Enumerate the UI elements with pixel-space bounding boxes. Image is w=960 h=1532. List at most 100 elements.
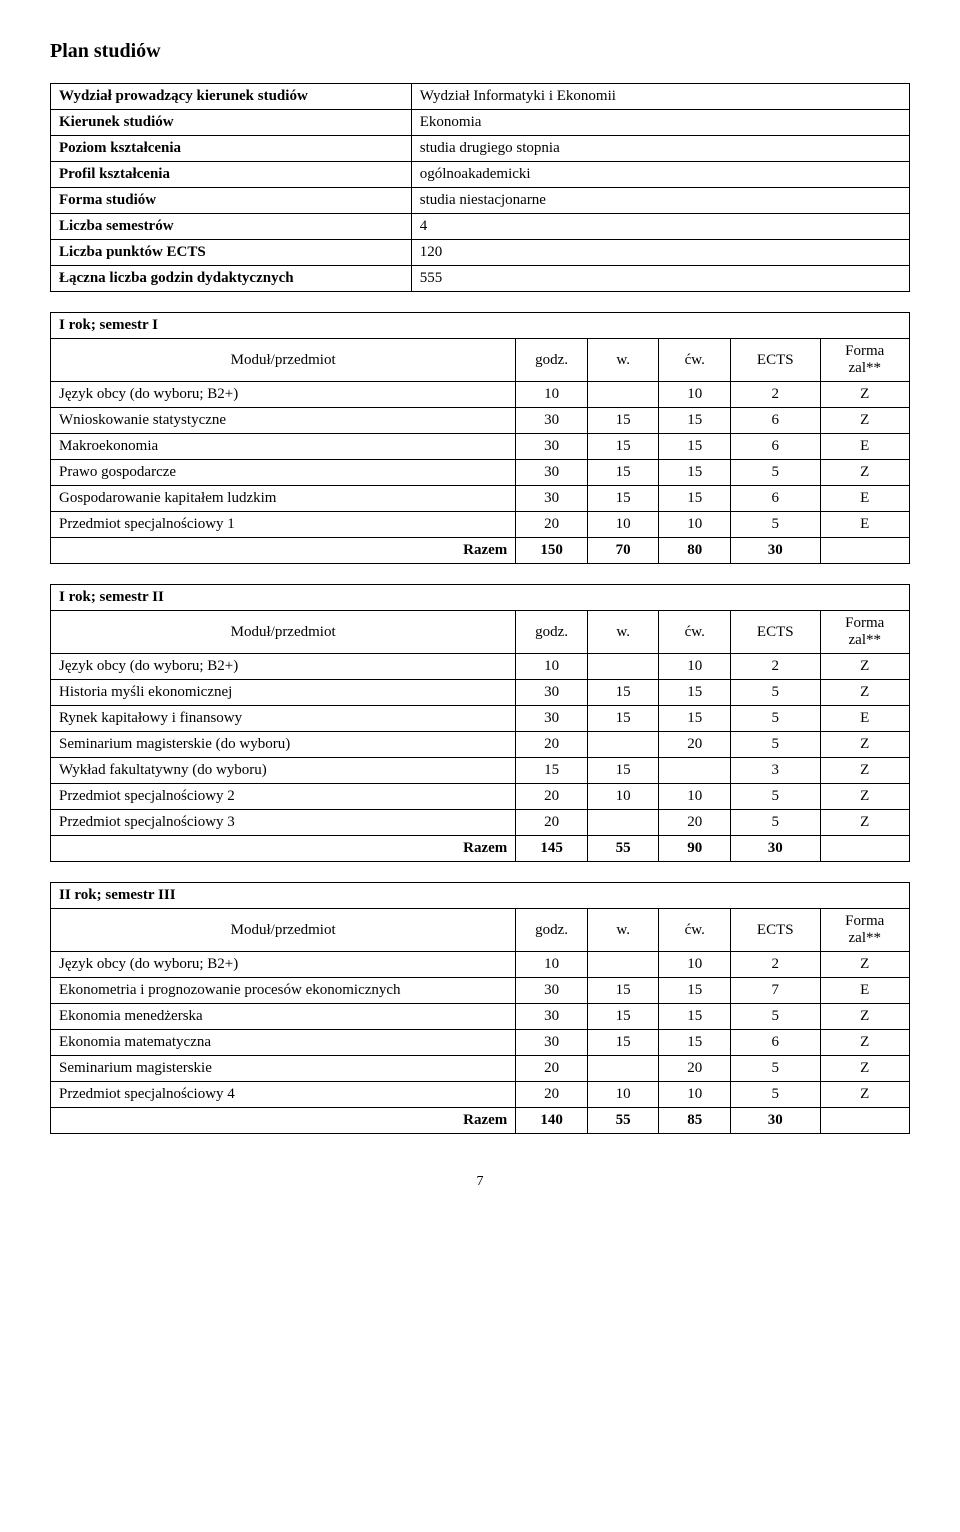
cell-w: 10	[587, 512, 659, 538]
module-name: Prawo gospodarcze	[51, 460, 516, 486]
cell-forma: Z	[820, 382, 910, 408]
cell-w: 10	[587, 784, 659, 810]
semester-table: II rok; semestr IIIModuł/przedmiotgodz.w…	[50, 882, 910, 1134]
sum-ects: 30	[731, 836, 820, 862]
cell-w: 15	[587, 758, 659, 784]
module-name: Ekonomia matematyczna	[51, 1030, 516, 1056]
module-name: Wnioskowanie statystyczne	[51, 408, 516, 434]
sum-w: 55	[587, 1108, 659, 1134]
cell-ects: 5	[731, 460, 820, 486]
cell-godz: 30	[516, 486, 588, 512]
semester-title: II rok; semestr III	[51, 883, 910, 909]
cell-forma: Z	[820, 784, 910, 810]
col-header-cw: ćw.	[659, 611, 731, 654]
table-row: Seminarium magisterskie20205Z	[51, 1056, 910, 1082]
table-row: Przedmiot specjalnościowy 22010105Z	[51, 784, 910, 810]
cell-w: 15	[587, 460, 659, 486]
semester-table: I rok; semestr IModuł/przedmiotgodz.w.ćw…	[50, 312, 910, 564]
cell-w: 15	[587, 978, 659, 1004]
table-row: Język obcy (do wyboru; B2+)10102Z	[51, 952, 910, 978]
cell-forma: E	[820, 434, 910, 460]
cell-forma: Z	[820, 460, 910, 486]
module-name: Gospodarowanie kapitałem ludzkim	[51, 486, 516, 512]
info-value: Wydział Informatyki i Ekonomii	[411, 84, 909, 110]
cell-ects: 5	[731, 680, 820, 706]
sum-w: 70	[587, 538, 659, 564]
info-row: Liczba punktów ECTS120	[51, 240, 910, 266]
module-name: Seminarium magisterskie	[51, 1056, 516, 1082]
module-name: Język obcy (do wyboru; B2+)	[51, 654, 516, 680]
cell-ects: 2	[731, 952, 820, 978]
sum-w: 55	[587, 836, 659, 862]
cell-ects: 3	[731, 758, 820, 784]
cell-cw: 15	[659, 460, 731, 486]
cell-godz: 10	[516, 952, 588, 978]
cell-cw: 10	[659, 382, 731, 408]
info-value: ogólnoakademicki	[411, 162, 909, 188]
info-label: Liczba punktów ECTS	[51, 240, 412, 266]
page-number: 7	[50, 1174, 910, 1190]
cell-cw: 10	[659, 512, 731, 538]
cell-forma: E	[820, 978, 910, 1004]
info-row: Kierunek studiówEkonomia	[51, 110, 910, 136]
cell-cw: 15	[659, 486, 731, 512]
cell-ects: 5	[731, 1004, 820, 1030]
cell-ects: 5	[731, 1056, 820, 1082]
cell-godz: 20	[516, 784, 588, 810]
info-value: 120	[411, 240, 909, 266]
cell-forma: Z	[820, 810, 910, 836]
sum-label: Razem	[51, 1108, 516, 1134]
table-row: Ekonometria i prognozowanie procesów eko…	[51, 978, 910, 1004]
table-row: Wykład fakultatywny (do wyboru)15153Z	[51, 758, 910, 784]
semester-title: I rok; semestr I	[51, 313, 910, 339]
cell-cw: 15	[659, 706, 731, 732]
col-header-ects: ECTS	[731, 909, 820, 952]
cell-cw: 10	[659, 952, 731, 978]
col-header-forma: Forma zal**	[820, 611, 910, 654]
cell-cw: 10	[659, 654, 731, 680]
sum-cw: 80	[659, 538, 731, 564]
table-row: Przedmiot specjalnościowy 12010105E	[51, 512, 910, 538]
table-row: Wnioskowanie statystyczne3015156Z	[51, 408, 910, 434]
col-header-module: Moduł/przedmiot	[51, 611, 516, 654]
cell-cw: 10	[659, 784, 731, 810]
info-row: Wydział prowadzący kierunek studiówWydzi…	[51, 84, 910, 110]
cell-godz: 10	[516, 654, 588, 680]
module-name: Język obcy (do wyboru; B2+)	[51, 952, 516, 978]
cell-ects: 6	[731, 486, 820, 512]
cell-ects: 7	[731, 978, 820, 1004]
cell-ects: 2	[731, 654, 820, 680]
info-value: 4	[411, 214, 909, 240]
cell-godz: 30	[516, 978, 588, 1004]
info-label: Kierunek studiów	[51, 110, 412, 136]
col-header-cw: ćw.	[659, 909, 731, 952]
col-header-forma: Forma zal**	[820, 339, 910, 382]
sum-label: Razem	[51, 836, 516, 862]
table-row: Rynek kapitałowy i finansowy3015155E	[51, 706, 910, 732]
sum-godz: 140	[516, 1108, 588, 1134]
cell-w	[587, 732, 659, 758]
cell-godz: 20	[516, 810, 588, 836]
table-row: Prawo gospodarcze3015155Z	[51, 460, 910, 486]
sum-cw: 85	[659, 1108, 731, 1134]
cell-godz: 10	[516, 382, 588, 408]
cell-forma: Z	[820, 680, 910, 706]
cell-cw: 15	[659, 434, 731, 460]
cell-ects: 5	[731, 512, 820, 538]
cell-w: 15	[587, 1030, 659, 1056]
table-row: Seminarium magisterskie (do wyboru)20205…	[51, 732, 910, 758]
cell-forma: Z	[820, 654, 910, 680]
table-row: Historia myśli ekonomicznej3015155Z	[51, 680, 910, 706]
sum-ects: 30	[731, 538, 820, 564]
sum-ects: 30	[731, 1108, 820, 1134]
cell-w: 15	[587, 408, 659, 434]
col-header-cw: ćw.	[659, 339, 731, 382]
cell-godz: 30	[516, 1030, 588, 1056]
cell-w	[587, 810, 659, 836]
info-row: Liczba semestrów4	[51, 214, 910, 240]
col-header-w: w.	[587, 611, 659, 654]
cell-forma: E	[820, 706, 910, 732]
cell-godz: 20	[516, 1056, 588, 1082]
info-value: studia niestacjonarne	[411, 188, 909, 214]
cell-ects: 5	[731, 1082, 820, 1108]
